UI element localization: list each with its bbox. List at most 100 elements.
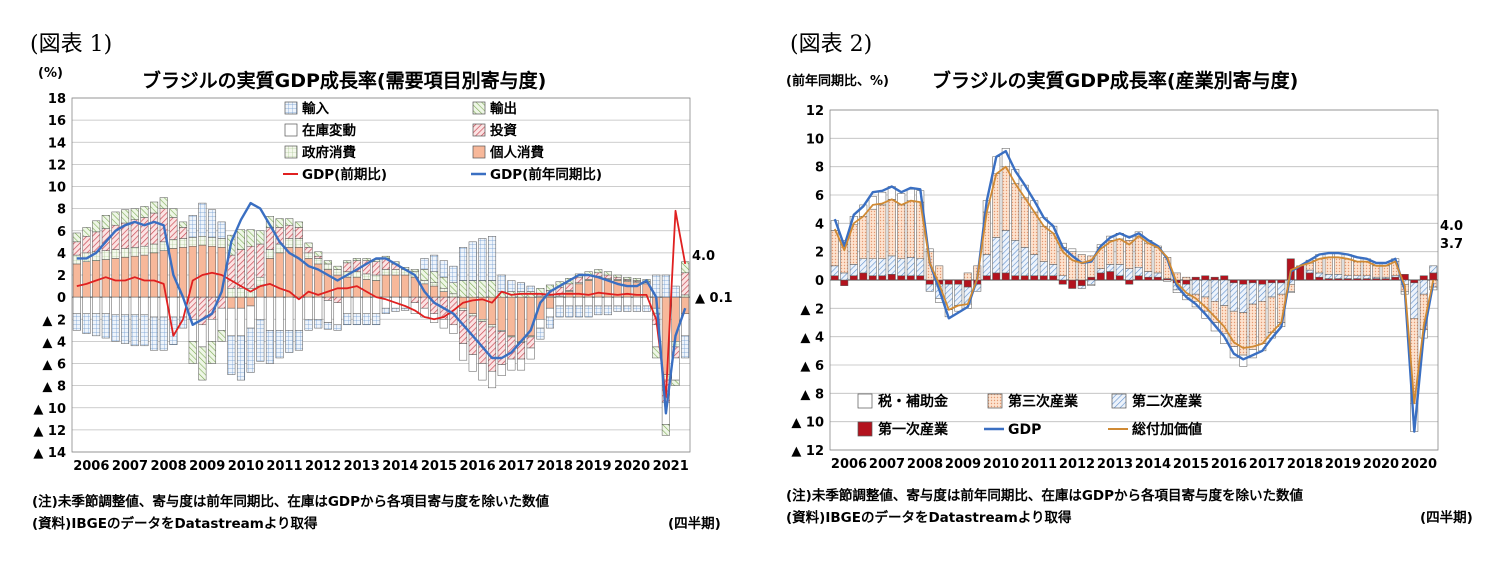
c1-bar-segment	[343, 313, 352, 326]
c2-bar-segment	[906, 200, 915, 258]
c2-bar-segment	[1305, 272, 1314, 281]
c1-bar-segment	[352, 313, 361, 326]
c1-bar-segment	[488, 370, 497, 389]
c2-bar-segment	[954, 284, 963, 306]
chart1-unit-label: (%)	[38, 66, 63, 81]
c1-bar-segment	[169, 208, 178, 218]
c1-year-label: 2017	[498, 459, 534, 474]
c1-bar-segment	[150, 316, 159, 351]
c1-bar-segment	[391, 307, 400, 312]
c2-year-label: 2009	[945, 457, 981, 472]
legend-label-primary: 第一次産業	[878, 421, 949, 438]
c2-bar-segment	[916, 275, 925, 281]
c2-bar-segment	[1239, 284, 1248, 313]
c2-bar-segment	[1030, 275, 1039, 281]
c2-bar-segment	[1429, 265, 1438, 274]
c1-ytick-label: ▲ 12	[33, 424, 66, 439]
c1-bar-segment	[516, 358, 526, 371]
c2-series-line	[833, 149, 1435, 433]
c2-bar-segment	[1429, 272, 1438, 281]
c2-ytick-label: ▲ 8	[800, 387, 824, 402]
c1-bar-segment	[101, 215, 110, 229]
c2-bar-segment	[1343, 258, 1352, 276]
c2-bar-segment	[1144, 271, 1153, 278]
c2-bar-segment	[1248, 282, 1257, 305]
c1-ytick-label: 8	[57, 203, 66, 218]
c2-bar-segment	[1220, 275, 1229, 281]
c1-bar-segment	[236, 229, 246, 250]
c2-bar-segment	[1277, 279, 1286, 284]
c2-bar-segment	[878, 275, 887, 281]
c1-bar-segment	[159, 197, 168, 209]
c2-ytick-label: 10	[806, 132, 824, 147]
c1-ytick-label: ▲ 14	[33, 446, 66, 461]
c2-bar-segment	[1163, 279, 1172, 282]
chart2-title: ブラジルの実質GDP成長率(産業別寄与度)	[932, 70, 1299, 92]
c2-bar-segment	[1191, 279, 1200, 295]
c1-bar-segment	[285, 330, 294, 353]
c1-bar-segment	[642, 305, 651, 312]
c2-bar-segment	[868, 196, 877, 210]
c1-bar-segment	[594, 305, 603, 316]
c1-year-label: 2014	[382, 459, 418, 474]
c2-bar-segment	[1343, 275, 1352, 279]
c1-bar-segment	[372, 313, 381, 326]
c1-bar-segment	[468, 354, 477, 372]
chart1-legend: 輸入 輸出 在庫変動 投資 政府消費 個人消費 GDP(前期比) GDP(前年同…	[283, 100, 602, 183]
c1-ytick-label: ▲ 6	[42, 358, 66, 373]
legend-swatch-exports	[472, 101, 486, 115]
c1-year-label: 2019	[575, 459, 611, 474]
c1-bar-segment	[507, 280, 516, 292]
c1-year-label: 2009	[189, 459, 225, 474]
c2-bar-segment	[1068, 279, 1077, 289]
chart1-end-label-qoq: ▲ 0.1	[695, 291, 733, 306]
c1-bar-segment	[603, 305, 612, 316]
c1-year-label: 2006	[73, 459, 109, 474]
c2-bar-segment	[1248, 279, 1257, 284]
chart2-unit-label: (前年同期比、%)	[786, 74, 889, 89]
c1-ytick-label: 18	[48, 92, 66, 107]
c1-bar-segment	[681, 335, 690, 359]
c2-bar-segment	[944, 279, 953, 285]
c1-year-label: 2018	[537, 459, 573, 474]
chart2-period-label: (四半期)	[1420, 510, 1473, 526]
chart1-period-label: (四半期)	[668, 516, 721, 532]
c1-ytick-label: 16	[48, 114, 66, 129]
c1-bar-segment	[323, 260, 332, 265]
c2-ytick-label: ▲ 10	[791, 416, 824, 431]
c2-bar-segment	[1096, 272, 1105, 281]
c2-bar-segment	[1315, 272, 1324, 278]
c2-bar-segment	[925, 248, 934, 252]
c2-bar-segment	[859, 258, 868, 274]
c1-bar-segment	[439, 260, 448, 278]
c2-bar-segment	[1087, 276, 1096, 281]
c1-bar-segment	[159, 316, 168, 351]
c1-year-label: 2020	[614, 459, 650, 474]
c1-bar-segment	[478, 238, 487, 281]
c1-bar-segment	[294, 221, 303, 228]
c2-bar-segment	[1248, 303, 1257, 350]
c1-bar-segment	[304, 242, 313, 248]
c2-bar-segment	[840, 279, 849, 286]
c1-bar-segment	[130, 208, 139, 220]
c1-bar-segment	[323, 322, 332, 330]
c2-bar-segment	[1277, 282, 1286, 295]
c1-bar-segment	[449, 265, 458, 283]
c2-bar-segment	[963, 272, 972, 281]
c2-bar-segment	[1267, 282, 1276, 298]
c1-bar-segment	[207, 341, 217, 364]
c1-bar-segment	[536, 327, 545, 340]
c2-bar-segment	[1020, 275, 1029, 281]
c2-bar-segment	[1258, 279, 1267, 285]
c1-bar-segment	[632, 278, 641, 281]
c1-bar-segment	[632, 305, 641, 312]
c1-year-label: 2012	[305, 459, 341, 474]
c2-bar-segment	[1267, 296, 1276, 333]
c2-year-label: 2020	[1363, 457, 1399, 472]
legend-label-tertiary: 第三次産業	[1008, 393, 1079, 410]
c1-bar-segment	[111, 211, 120, 226]
legend-label-investment: 投資	[490, 122, 518, 139]
c2-bar-segment	[1087, 284, 1096, 286]
chart2-end-label-gva: 3.7	[1440, 237, 1463, 252]
c1-bar-segment	[188, 215, 197, 238]
